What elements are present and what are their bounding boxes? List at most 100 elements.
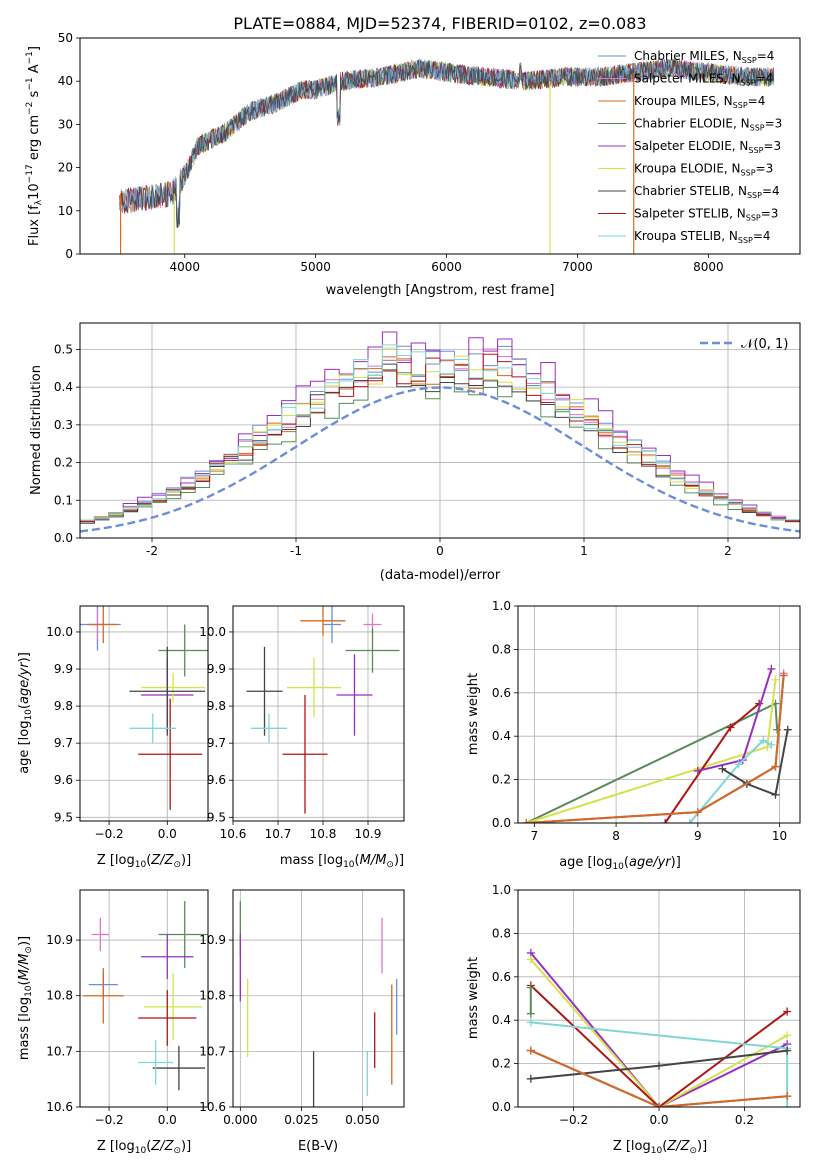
residual-histogram-plot: -2 -1 0 1 2 0.0 0.1 0.2 0.3 0.4 0.5 𝒩(0, 1) [54,322,801,558]
weight-marker [763,743,772,752]
legend-entry: Chabrier ELODIE, NSSP=3 [634,117,782,133]
axes-frame [79,37,801,255]
y-tick-label: 50 [58,31,73,45]
weight-marker [783,1046,792,1055]
y-tick-label: 0.2 [54,456,73,470]
y-tick-label: 9.9 [54,662,73,676]
y-tick-label: 10.6 [46,1100,73,1114]
x-tick-label: 8 [612,829,620,843]
weight-marker [734,760,743,769]
legend-entry: Kroupa ELODIE, NSSP=3 [634,162,773,178]
spectrum-line [119,59,775,228]
y-tick-label: 10.7 [199,1044,226,1058]
y-tick-label: 10.8 [199,989,226,1003]
x-tick-label: 7 [531,829,539,843]
y-tick-label: 9.5 [54,810,73,824]
y-tick-label: 0.5 [54,342,73,356]
spectrum-legend: Chabrier MILES, NSSP=4 Salpeter MILES, NS… [598,49,782,245]
axes-frame [79,605,209,822]
x-tick-label: -2 [146,544,158,558]
x-tick-label: 0 [436,544,444,558]
x-tick-label: 0.050 [345,1113,379,1127]
mass-xlabel: mass [log10(M/M⊙)] [280,853,404,870]
weight-marker [759,736,768,745]
x-tick-label: −0.2 [559,1113,588,1127]
weight-line [525,679,777,823]
y-tick-label: 9.5 [207,810,226,824]
y-tick-label: 0.4 [54,380,73,394]
weight-marker [655,1061,663,1070]
weight-marker [767,664,776,673]
weight-marker [655,1103,663,1107]
metallicity-xlabel: Z [log10(Z/Z⊙)] [613,1139,707,1156]
x-tick-label: 1 [580,544,588,558]
y-tick-label: 0.6 [492,970,511,984]
y-tick-label: 40 [58,74,73,88]
x-tick-label: 4000 [169,260,200,274]
weight-marker [767,740,776,749]
x-tick-label: 8000 [693,260,724,274]
x-tick-label: 0.2 [735,1113,754,1127]
x-tick-label: 10.6 [220,827,247,841]
y-tick-label: 0.2 [492,1057,511,1071]
y-tick-label: 9.6 [207,773,226,787]
age-ylabel: age [log10(age/yr)] [17,652,34,774]
axes-frame [232,605,405,822]
weight-marker [661,819,670,823]
weight-line [530,952,788,1107]
age-vs-metallicity-plot: −0.2 0.0 9.5 9.6 9.7 9.8 9.9 10.0 [46,605,209,841]
x-tick-label: 10.8 [310,827,337,841]
y-tick-label: 10.0 [46,625,73,639]
weight-marker [779,671,788,680]
y-tick-label: 30 [58,117,73,131]
y-tick-label: 10 [58,204,73,218]
weight-marker [693,808,702,817]
y-tick-label: 9.6 [54,773,73,787]
y-tick-label: 0 [65,247,73,261]
legend-entry: Chabrier MILES, NSSP=4 [634,49,774,65]
y-tick-label: 0.4 [492,1013,511,1027]
weight-marker [526,955,535,964]
histogram-xlabel: (data-model)/error [380,568,501,583]
extinction-xlabel: E(B-V) [298,1139,338,1154]
weight-marker [783,1007,792,1016]
mass-weight-vs-age-plot: 7 8 9 10 0.0 0.2 0.4 0.6 0.8 1.0 [492,599,801,843]
normal-reference-curve [80,386,800,533]
x-tick-label: −0.2 [95,1113,124,1127]
mass-vs-extinction-plot: 0.000 0.025 0.050 10.6 10.7 10.8 10.9 [199,889,405,1127]
main-title: PLATE=0884, MJD=52374, FIBERID=0102, z=0… [233,14,646,33]
weight-line [526,675,785,823]
age-vs-mass-plot: 10.6 10.7 10.8 10.9 9.5 9.6 9.7 9.8 9.9 10.0 [199,605,405,841]
spectrum-xlabel: wavelength [Angstrom, rest frame] [326,283,555,298]
weight-line [688,739,772,823]
mass-weight-vs-metallicity-plot: −0.2 0.0 0.2 0.0 0.2 0.4 0.6 0.8 1.0 [492,883,801,1127]
y-tick-label: 9.8 [207,699,226,713]
legend-entry: Salpeter MILES, NSSP=4 [634,72,773,88]
x-tick-label: 10 [772,829,787,843]
metallicity-xlabel: Z [log10(Z/Z⊙)] [97,1139,191,1156]
y-tick-label: 1.0 [492,883,511,897]
x-tick-label: 10.9 [355,827,382,841]
weight-marker [771,762,780,771]
x-tick-label: 6000 [431,260,462,274]
x-tick-label: 10.7 [265,827,292,841]
legend-entry: Salpeter ELODIE, NSSP=3 [634,139,781,155]
y-tick-label: 0.0 [492,1100,511,1114]
weight-marker [685,819,694,823]
weight-line [526,675,785,823]
y-tick-label: 9.7 [54,736,73,750]
y-tick-label: 9.7 [207,736,226,750]
y-tick-label: 0.1 [54,493,73,507]
weight-marker [718,764,727,773]
x-tick-label: 2 [724,544,732,558]
x-tick-label: 0.0 [649,1113,668,1127]
mass-weight-ylabel: mass weight [466,957,481,1039]
weight-marker [522,819,531,823]
weight-marker [526,983,535,992]
legend-entry: Kroupa MILES, NSSP=4 [634,94,765,110]
y-tick-label: 10.7 [46,1044,73,1058]
y-tick-label: 10.0 [199,625,226,639]
mass-ylabel: mass [log10(M/M⊙)] [17,936,34,1060]
weight-marker [526,1009,535,1018]
